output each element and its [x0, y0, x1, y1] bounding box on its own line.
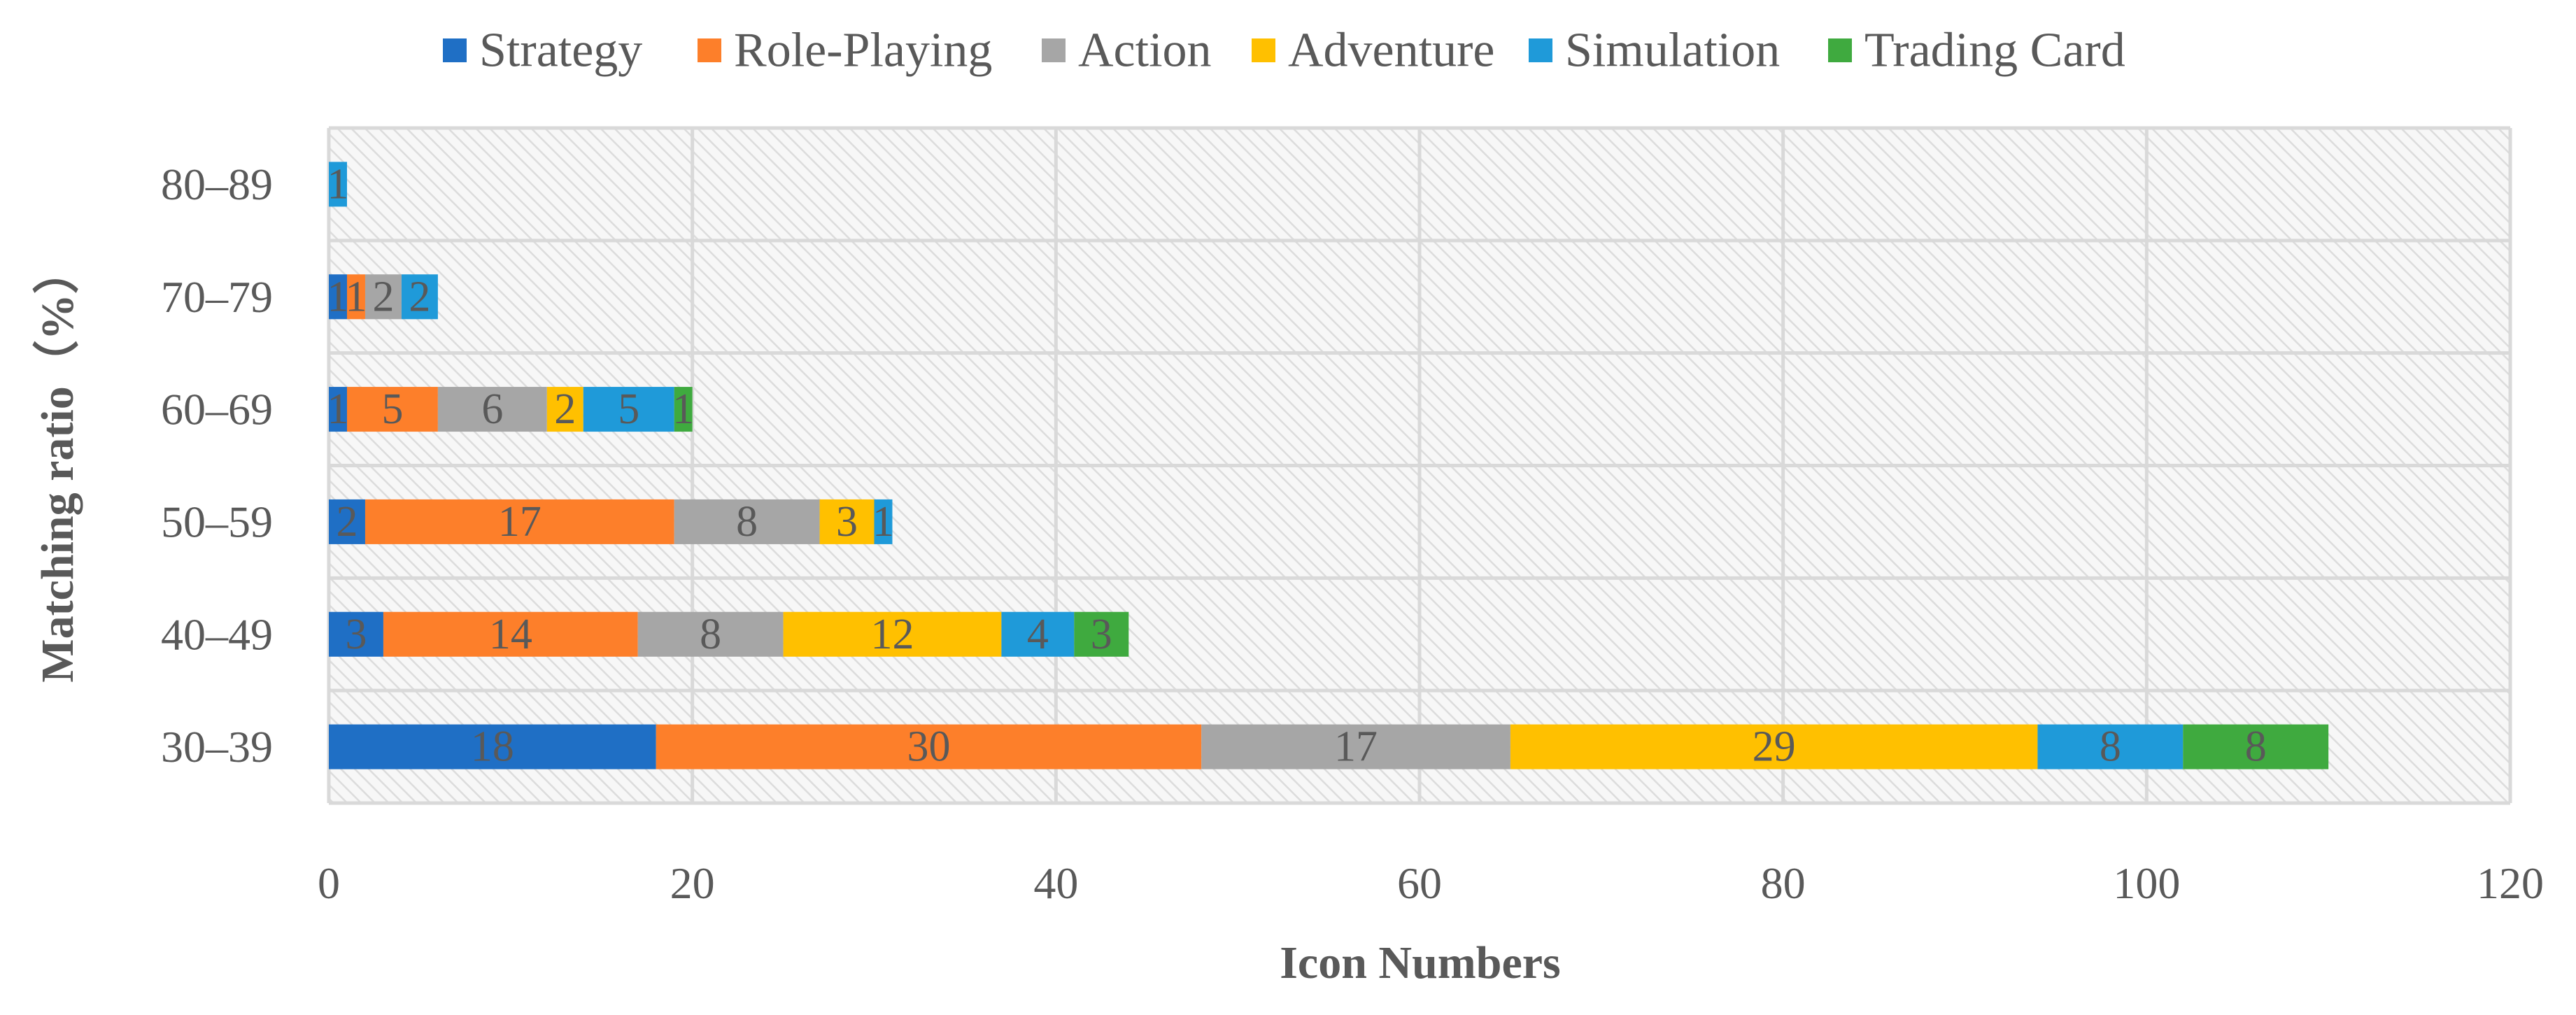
bar-segment	[383, 611, 638, 657]
data-label: 1	[345, 273, 367, 320]
legend-label: Action	[1078, 24, 1212, 78]
legend-item: Strategy	[443, 24, 642, 78]
bar-segment	[656, 724, 1202, 769]
y-tick-label: 80–89	[161, 159, 273, 209]
data-label: 1	[327, 385, 348, 433]
bar-segment	[329, 499, 365, 544]
legend-swatch	[1529, 38, 1552, 62]
x-tick-label: 100	[2113, 858, 2180, 908]
legend-label: Strategy	[479, 24, 642, 78]
data-label: 3	[836, 498, 858, 546]
bar-segment	[329, 724, 656, 769]
plot-area: 0 20 40 60 80 100 120 30–39 40–49 50–59 60–69 70–79…	[161, 126, 2544, 908]
legend-swatch	[1252, 38, 1275, 62]
bar-segment	[637, 611, 784, 657]
bar-segment	[329, 274, 347, 320]
data-label: 1	[327, 273, 348, 320]
legend-item: Trading Card	[1828, 24, 2125, 78]
y-tick-label: 50–59	[161, 497, 273, 546]
gridlines	[327, 126, 2512, 805]
data-label: 1	[672, 385, 694, 433]
legend-swatch	[1042, 38, 1066, 62]
legend-item: Simulation	[1529, 24, 1780, 78]
y-axis-title: Matching ratio（%）	[31, 248, 83, 682]
bar-segment	[546, 387, 583, 432]
data-label: 5	[618, 385, 639, 433]
data-label: 4	[1027, 611, 1049, 658]
data-label: 14	[489, 611, 532, 658]
data-label: 2	[409, 273, 430, 320]
legend-item: Adventure	[1252, 24, 1494, 78]
data-label: 30	[907, 723, 950, 771]
x-tick-label: 20	[670, 858, 715, 908]
legend: Strategy Role-Playing Action Adventure Simul…	[443, 24, 2125, 78]
x-axis-title: Icon Numbers	[1280, 937, 1561, 988]
bar-segment	[583, 387, 674, 432]
legend-label: Role-Playing	[734, 24, 992, 78]
y-tick-labels: 30–39 40–49 50–59 60–69 70–79 80–89	[161, 159, 273, 772]
bar-segment	[819, 499, 875, 544]
bar-segment	[674, 387, 693, 432]
legend-swatch	[443, 38, 467, 62]
bar-segment	[329, 611, 383, 657]
bar-segment	[874, 499, 893, 544]
bar-segment	[1001, 611, 1075, 657]
bar-segment	[2183, 724, 2329, 769]
y-tick-label: 30–39	[161, 722, 273, 772]
legend-swatch	[698, 38, 721, 62]
bar-segment	[365, 499, 674, 544]
bar-segment	[329, 162, 347, 207]
y-tick-label: 60–69	[161, 385, 273, 434]
bar-segment	[329, 387, 347, 432]
x-tick-label: 60	[1397, 858, 1442, 908]
bar-segment	[346, 387, 438, 432]
bar-segment	[401, 274, 438, 320]
data-label: 1	[327, 160, 348, 208]
data-label: 8	[2245, 723, 2267, 771]
x-tick-label: 40	[1033, 858, 1078, 908]
bar-segment	[2037, 724, 2184, 769]
data-labels: 18 30 17 29 8 83 14 8 12 4 32 17 8 3 11 5 6 2 5 111 2 21	[327, 160, 2266, 770]
x-tick-labels: 0 20 40 60 80 100 120	[318, 858, 2544, 908]
bar-segment	[437, 387, 547, 432]
data-label: 8	[700, 611, 721, 658]
legend-swatch	[1828, 38, 1852, 62]
data-label: 1	[872, 498, 894, 546]
data-label: 2	[372, 273, 394, 320]
legend-item: Action	[1042, 24, 1212, 78]
x-tick-label: 0	[318, 858, 340, 908]
legend-label: Adventure	[1288, 24, 1494, 78]
data-label: 12	[870, 611, 914, 658]
data-label: 18	[471, 723, 514, 771]
data-label: 17	[1334, 723, 1378, 771]
data-label: 8	[736, 498, 758, 546]
y-tick-label: 40–49	[161, 609, 273, 659]
legend-item: Role-Playing	[698, 24, 992, 78]
data-label: 3	[345, 611, 367, 658]
data-label: 29	[1753, 723, 1796, 771]
bar-segment	[1074, 611, 1129, 657]
data-label: 6	[481, 385, 503, 433]
data-label: 2	[554, 385, 576, 433]
bar-segment	[365, 274, 402, 320]
data-label: 2	[336, 498, 358, 546]
bar-segment	[674, 499, 820, 544]
bars	[329, 162, 2329, 769]
x-tick-label: 120	[2477, 858, 2544, 908]
legend-label: Trading Card	[1864, 24, 2125, 78]
bar-segment	[1201, 724, 1510, 769]
data-label: 8	[2100, 723, 2121, 771]
data-label: 3	[1091, 611, 1112, 658]
bar-segment	[346, 274, 365, 320]
y-tick-label: 70–79	[161, 272, 273, 322]
bar-segment	[783, 611, 1002, 657]
data-label: 5	[381, 385, 403, 433]
data-label: 17	[498, 498, 542, 546]
bar-segment	[1510, 724, 2038, 769]
x-tick-label: 80	[1761, 858, 1806, 908]
legend-label: Simulation	[1565, 24, 1780, 78]
